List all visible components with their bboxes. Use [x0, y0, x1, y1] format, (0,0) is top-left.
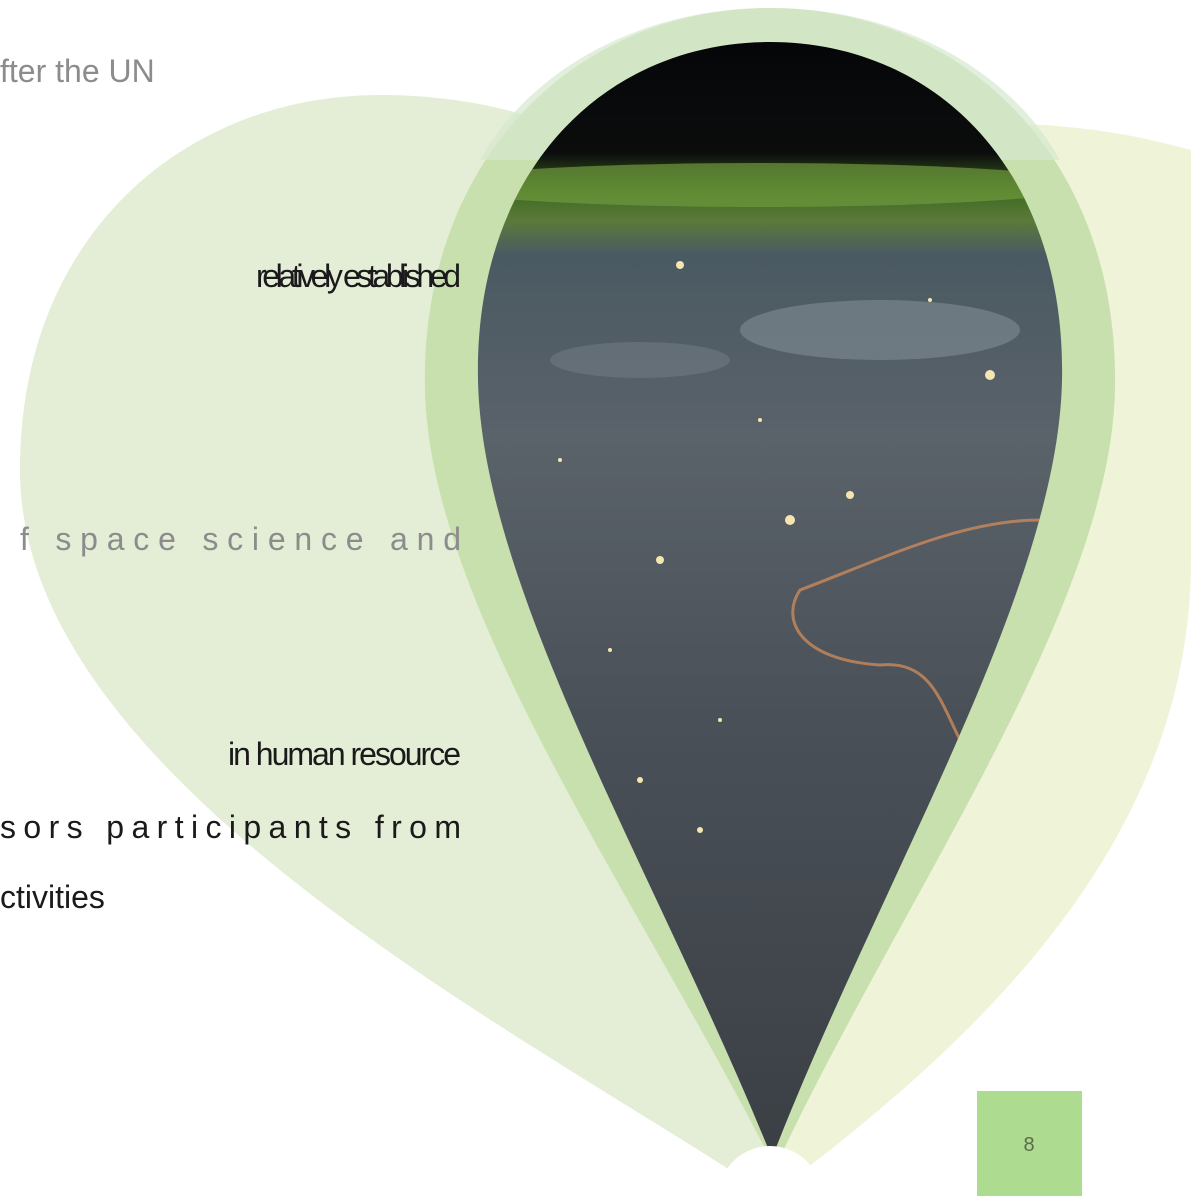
- text-line: in human resource: [228, 736, 461, 772]
- text-line: fter the UN: [0, 53, 155, 89]
- text-line: f space science and: [20, 521, 461, 557]
- text-line: sors participants from: [0, 809, 461, 845]
- slide: fter the UN relatively established f spa…: [0, 0, 1191, 1196]
- text-line: relatively established: [256, 258, 461, 294]
- page-number: 8: [1023, 1134, 1034, 1156]
- text-line: ctivities: [0, 879, 105, 915]
- page: {"slide": { "text_lines": ["fter the UN"…: [0, 0, 1191, 1196]
